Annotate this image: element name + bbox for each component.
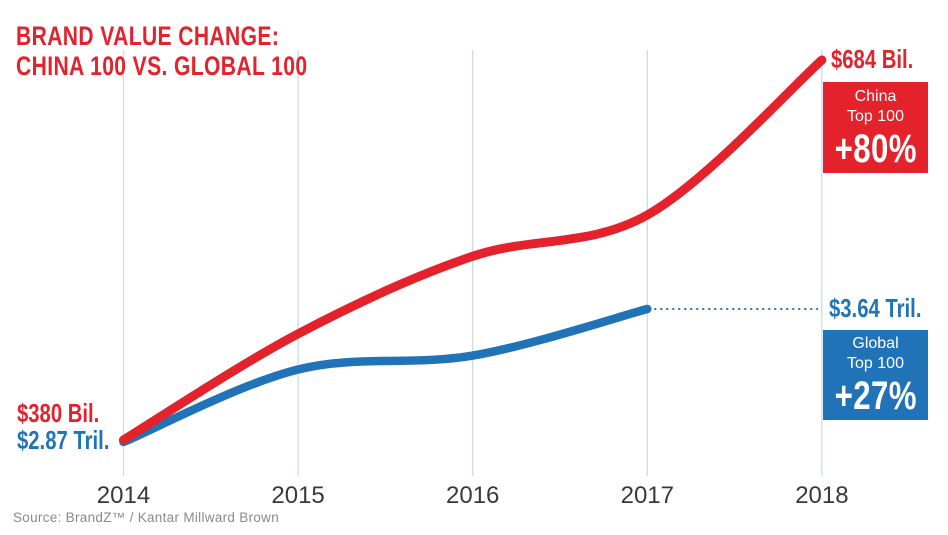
x-axis-label-2016: 2016: [446, 482, 499, 509]
global-badge-sub: Top 100: [847, 355, 904, 372]
china-badge-name: China: [854, 87, 897, 105]
china-start-value-label: $380 Bil.: [17, 398, 100, 428]
chart-title-line1: BRAND VALUE CHANGE:: [16, 21, 280, 51]
x-axis-label-2018: 2018: [795, 482, 848, 509]
china-badge-sub: Top 100: [847, 107, 904, 125]
x-axis-label-2014: 2014: [97, 482, 150, 509]
global-badge-percent: +27%: [834, 374, 917, 418]
global-badge: Global Top 100 +27%: [823, 330, 928, 420]
source-note: Source: BrandZ™ / Kantar Millward Brown: [13, 510, 280, 525]
x-axis-label-2017: 2017: [621, 482, 674, 509]
china-badge: China Top 100 +80%: [823, 82, 928, 173]
chart-title-line2: CHINA 100 VS. GLOBAL 100: [16, 51, 308, 81]
global-start-value-label: $2.87 Tril.: [17, 425, 110, 455]
global-end-value-label: $3.64 Tril.: [829, 293, 922, 323]
x-axis-label-2015: 2015: [271, 482, 324, 509]
china-end-value-label: $684 Bil.: [831, 44, 914, 74]
chart-title: BRAND VALUE CHANGE: CHINA 100 VS. GLOBAL…: [16, 21, 390, 81]
global-badge-name: Global: [852, 335, 899, 352]
global-top100-line: [119, 304, 652, 447]
china-badge-percent: +80%: [834, 126, 917, 171]
china-top100-line: [119, 55, 827, 445]
